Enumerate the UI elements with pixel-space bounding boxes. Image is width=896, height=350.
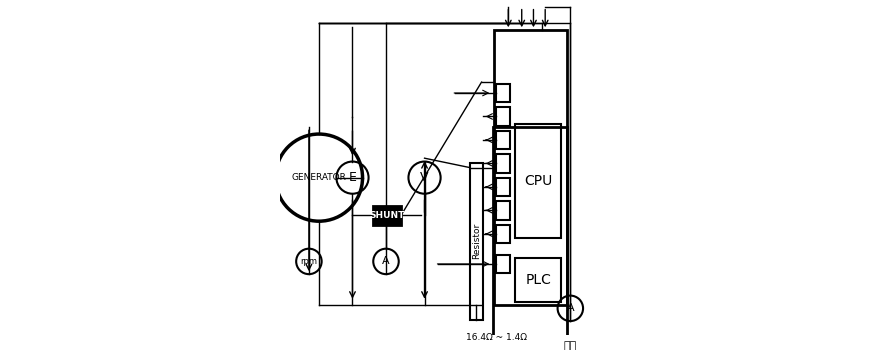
Text: CPU: CPU xyxy=(524,174,552,188)
Bar xyxy=(470,162,483,320)
Text: GENERATOR: GENERATOR xyxy=(291,173,347,182)
Bar xyxy=(495,201,510,219)
Bar xyxy=(493,127,567,350)
Text: Resistor: Resistor xyxy=(471,223,480,259)
Bar xyxy=(515,258,561,302)
Bar xyxy=(495,30,567,305)
Bar xyxy=(515,124,561,238)
Text: A: A xyxy=(566,303,574,313)
Text: 16.4Ω ~ 1.4Ω: 16.4Ω ~ 1.4Ω xyxy=(467,334,528,342)
Bar xyxy=(495,225,510,243)
Text: 풍속: 풍속 xyxy=(564,341,577,350)
Bar xyxy=(495,107,510,126)
Text: E: E xyxy=(349,171,357,184)
Text: PLC: PLC xyxy=(525,273,551,287)
Bar xyxy=(373,206,401,225)
Bar xyxy=(495,154,510,173)
Text: rpm: rpm xyxy=(300,257,317,266)
Text: A: A xyxy=(383,257,390,266)
Bar xyxy=(495,84,510,102)
Bar xyxy=(495,255,510,273)
Text: V: V xyxy=(420,171,429,184)
Bar xyxy=(495,131,510,149)
Bar xyxy=(495,178,510,196)
Text: SHUNT: SHUNT xyxy=(369,211,404,220)
